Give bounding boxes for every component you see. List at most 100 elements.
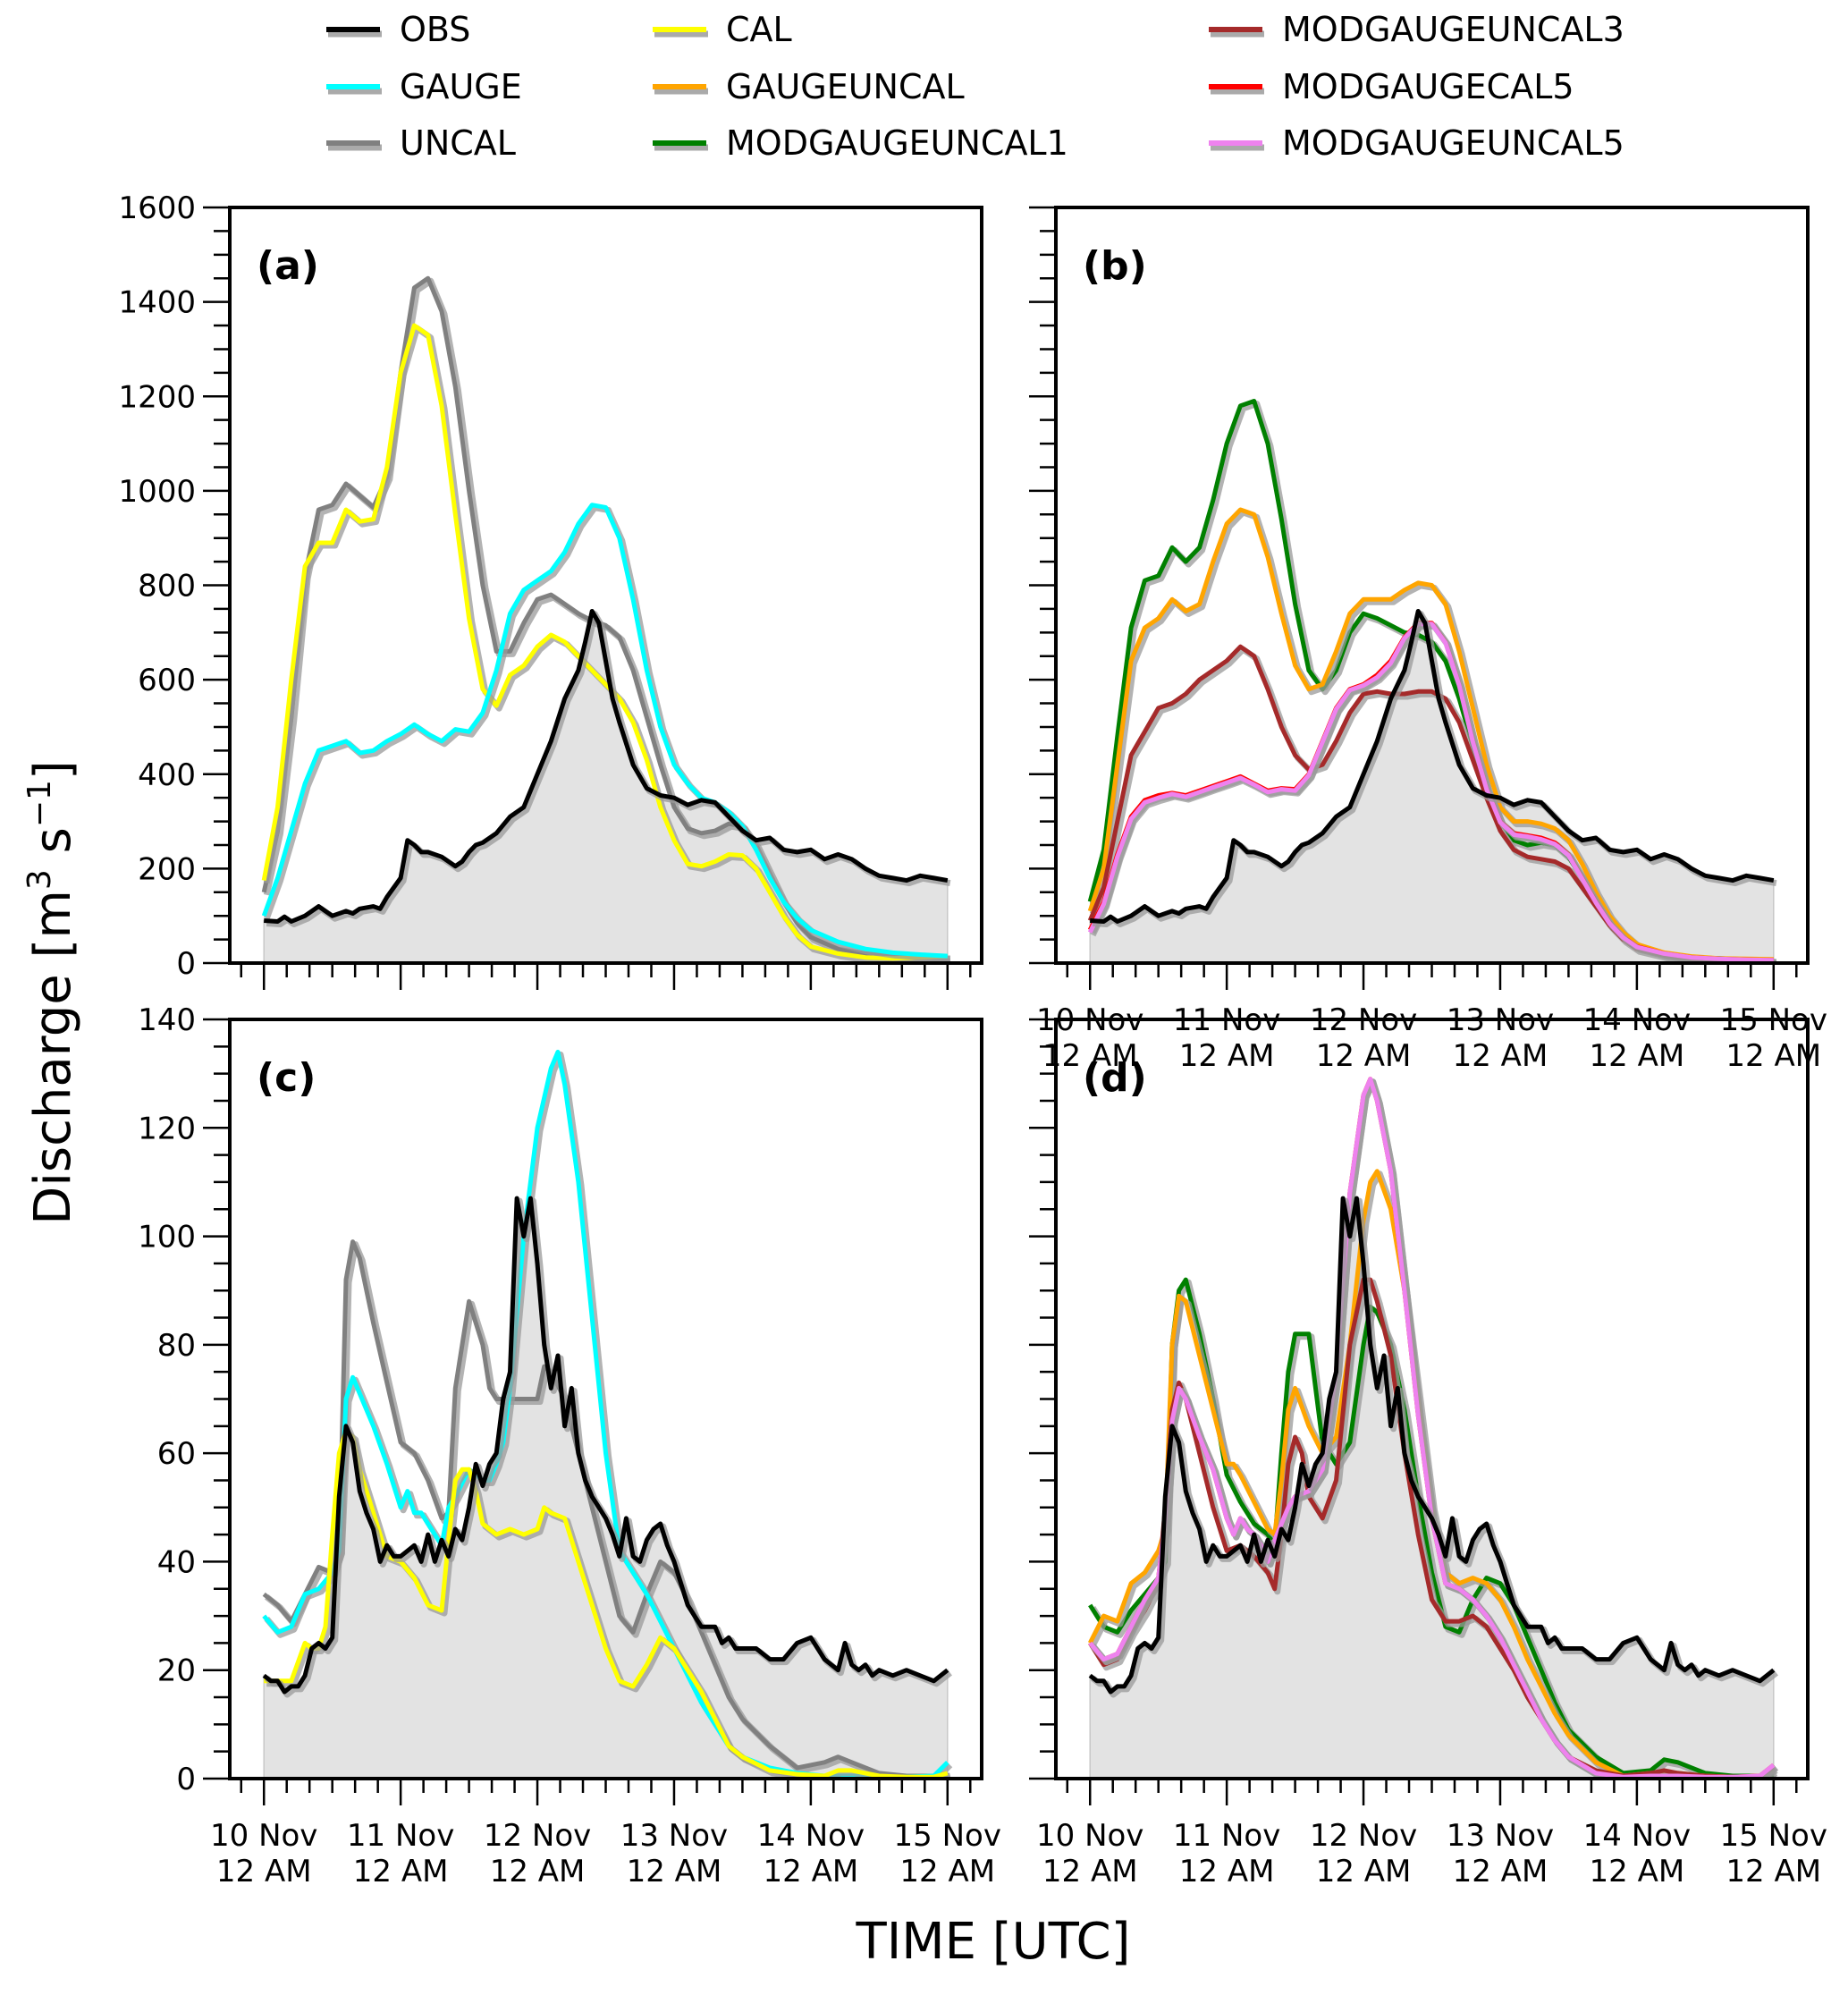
x-tick-label-time: 12 AM: [1042, 1038, 1138, 1074]
plot-area: [1087, 1077, 1778, 1779]
series-obs: [264, 609, 951, 927]
series-line: [1087, 507, 1774, 962]
legend-label: MODGAUGEUNCAL5: [1282, 123, 1624, 163]
x-tick-label-time: 12 AM: [490, 1854, 586, 1889]
x-tick-label-time: 12 AM: [216, 1854, 312, 1889]
x-tick-label-time: 12 AM: [1179, 1038, 1275, 1074]
series-obs: [262, 1196, 952, 1698]
x-tick-label-date: 15 Nov: [894, 1818, 1001, 1854]
legend-label: MODGAUGEUNCAL1: [726, 123, 1068, 163]
y-tick-label: 200: [138, 851, 196, 887]
x-tick-label-date: 12 Nov: [484, 1818, 591, 1854]
x-axis: [240, 963, 972, 990]
series-line: [1087, 621, 1774, 963]
series-line: [262, 1196, 949, 1695]
x-tick-label-time: 12 AM: [627, 1854, 722, 1889]
y-axis-title-main: Discharge [m: [24, 890, 82, 1225]
y-axis-title-sup2: −1: [21, 780, 58, 827]
series-line: [1090, 609, 1775, 924]
panel-label: (b): [1083, 243, 1147, 289]
legend-label: GAUGEUNCAL: [726, 67, 965, 106]
x-tick-label-date: 10 Nov: [210, 1818, 317, 1854]
y-axis: 0 20 40 60 80 100 120 140: [138, 1002, 230, 1797]
x-tick-label-time: 12 AM: [1726, 1038, 1821, 1074]
legend-label: UNCAL: [400, 123, 516, 163]
series-gaugeuncal: [1087, 507, 1776, 963]
legend-label: CAL: [726, 10, 792, 49]
legend-item-obs: OBS: [326, 10, 470, 49]
panel-a: 0 200 400 600 800 1000 1200 1400 1600 (a): [118, 190, 983, 990]
series-line: [1088, 1196, 1776, 1695]
panel-label: (c): [257, 1055, 316, 1101]
plot-area: [261, 275, 951, 963]
series-line: [261, 323, 948, 961]
y-tick-label: 120: [138, 1111, 196, 1146]
x-tick-label-time: 12 AM: [1453, 1038, 1548, 1074]
y-axis-title: Discharge [m3 s−1]: [21, 760, 82, 1225]
legend-item-modgaugeuncal3: MODGAUGEUNCAL3: [1209, 10, 1624, 49]
x-tick-label-time: 12 AM: [1179, 1854, 1275, 1889]
series-gauge: [261, 503, 950, 962]
x-tick-label-date: 14 Nov: [757, 1818, 865, 1854]
x-tick-label-time: 12 AM: [1590, 1038, 1685, 1074]
legend: OBSGAUGEUNCALCALGAUGEUNCALMODGAUGEUNCAL1…: [326, 10, 1624, 163]
y-tick-label: 400: [138, 757, 196, 793]
y-axis: 0 200 400 600 800 1000 1200 1400 1600: [118, 190, 230, 982]
y-tick-label: 0: [176, 1762, 196, 1797]
y-axis-title-end: ]: [24, 760, 82, 780]
y-tick-label: 1200: [118, 379, 196, 415]
x-tick-label-time: 12 AM: [1316, 1854, 1412, 1889]
y-tick-label: 20: [157, 1653, 196, 1689]
series-cal: [261, 323, 950, 963]
x-tick-label-date: 13 Nov: [620, 1818, 728, 1854]
x-axis-title: TIME [UTC]: [856, 1913, 1131, 1971]
legend-item-modgaugeuncal5: MODGAUGEUNCAL5: [1209, 123, 1624, 163]
y-axis: [1029, 1018, 1056, 1780]
x-tick-label-date: 10 Nov: [1036, 1818, 1143, 1854]
x-tick-label-time: 12 AM: [899, 1854, 995, 1889]
y-tick-label: 600: [138, 663, 196, 698]
plot-area: [262, 1049, 953, 1779]
x-tick-label-date: 14 Nov: [1583, 1818, 1691, 1854]
series-line: [262, 1239, 949, 1779]
legend-item-cal: CAL: [653, 10, 792, 49]
x-tick-label-time: 12 AM: [1590, 1854, 1685, 1889]
y-tick-label: 60: [157, 1436, 196, 1472]
series-line: [1087, 1169, 1775, 1779]
y-tick-label: 1600: [118, 190, 196, 226]
y-axis-title-mid: s: [24, 827, 82, 869]
legend-label: MODGAUGECAL5: [1282, 67, 1574, 106]
series-obs: [1088, 1196, 1778, 1698]
legend-item-uncal: UNCAL: [326, 123, 516, 163]
series-uncal: [262, 1239, 951, 1779]
legend-item-modgaugecal5: MODGAUGECAL5: [1209, 67, 1574, 106]
x-tick-label-time: 12 AM: [1453, 1854, 1548, 1889]
y-tick-label: 1000: [118, 474, 196, 510]
series-shadow: [266, 611, 951, 927]
x-tick-label-date: 11 Nov: [347, 1818, 454, 1854]
series-line: [264, 609, 949, 924]
y-tick-label: 80: [157, 1328, 196, 1364]
series-modgaugeuncal5: [1087, 621, 1776, 963]
legend-label: GAUGE: [400, 67, 522, 106]
series-line: [261, 503, 948, 959]
y-tick-label: 140: [138, 1002, 196, 1038]
x-tick-label-time: 12 AM: [1316, 1038, 1412, 1074]
plot-area: [1087, 399, 1777, 963]
legend-label: OBS: [400, 10, 470, 49]
y-tick-label: 40: [157, 1544, 196, 1580]
x-tick-label-date: 13 Nov: [1447, 1818, 1554, 1854]
series-modgaugeuncal1: [1088, 1277, 1776, 1779]
x-tick-label-time: 12 AM: [1042, 1854, 1138, 1889]
y-axis: [1029, 206, 1056, 965]
legend-item-gauge: GAUGE: [326, 67, 522, 106]
legend-item-gaugeuncal: GAUGEUNCAL: [653, 67, 965, 106]
y-tick-label: 0: [176, 946, 196, 982]
